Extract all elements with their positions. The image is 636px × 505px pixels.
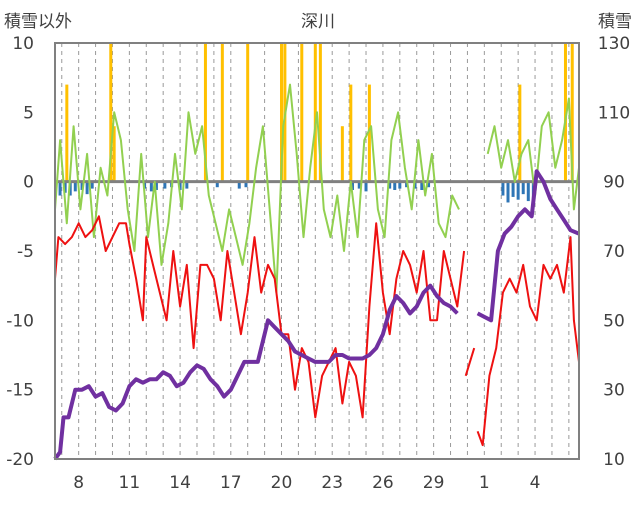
precip-bar xyxy=(112,126,116,182)
sunshine-bar xyxy=(420,181,424,190)
sunshine-bar xyxy=(398,181,402,189)
x-tick-label: 11 xyxy=(119,473,141,493)
precip-bar xyxy=(220,43,224,182)
x-tick-label: 26 xyxy=(372,473,394,493)
sunshine-bar xyxy=(364,181,368,192)
sunshine-bar xyxy=(215,181,219,188)
series-temperature xyxy=(476,236,580,447)
sunshine-bar xyxy=(526,181,530,202)
x-tick-label: 23 xyxy=(321,473,343,493)
sunshine-bar xyxy=(244,181,248,188)
series-snow_depth xyxy=(53,283,459,461)
sunshine-bar xyxy=(521,181,525,195)
precip-bar xyxy=(349,84,353,182)
precip-bar xyxy=(563,43,567,182)
sunshine-bar xyxy=(237,181,241,189)
precip-bar xyxy=(109,43,113,182)
sunshine-bar xyxy=(427,181,431,188)
right-tick-label: 130 xyxy=(598,34,630,54)
right-tick-label: 70 xyxy=(603,242,625,262)
x-tick-label: 29 xyxy=(423,473,445,493)
x-tick-label: 1 xyxy=(479,473,490,493)
precip-bar xyxy=(246,43,250,182)
precip-bar xyxy=(203,43,207,182)
right-axis-title: 積雪 xyxy=(598,12,632,32)
left-tick-label: -10 xyxy=(6,311,34,331)
precip-bar xyxy=(570,43,574,182)
sunshine-bar xyxy=(357,181,361,189)
series-temperature xyxy=(464,347,476,377)
left-tick-label: -20 xyxy=(6,450,34,470)
left-tick-label: 10 xyxy=(12,34,34,54)
sunshine-bar xyxy=(405,181,409,188)
precip-bar xyxy=(367,84,371,182)
precip-bar xyxy=(518,84,522,182)
sunshine-bar xyxy=(73,181,77,192)
x-tick-label: 14 xyxy=(169,473,191,493)
right-tick-label: 110 xyxy=(598,103,630,123)
gridlines xyxy=(61,43,570,459)
x-tick-label: 20 xyxy=(271,473,293,493)
left-tick-label: -5 xyxy=(17,242,34,262)
sunshine-bar xyxy=(511,181,515,197)
precip-bar xyxy=(65,84,69,182)
precip-bar xyxy=(318,43,322,182)
sunshine-bar xyxy=(63,181,67,193)
right-tick-label: 50 xyxy=(603,311,625,331)
sunshine-bar xyxy=(85,181,89,195)
left-tick-label: 0 xyxy=(23,173,34,193)
sunshine-bar xyxy=(163,181,167,189)
sunshine-bar xyxy=(350,181,354,190)
sunshine-bar xyxy=(501,181,505,196)
sunshine-bar xyxy=(149,181,153,192)
x-tick-label: 17 xyxy=(220,473,242,493)
precip-bar xyxy=(300,43,304,182)
sunshine-bar xyxy=(154,181,158,190)
right-tick-label: 90 xyxy=(603,173,625,193)
sunshine-bar xyxy=(506,181,510,203)
left-tick-label: 5 xyxy=(23,103,34,123)
sunshine-bar xyxy=(393,181,397,190)
precip-bar xyxy=(280,43,284,182)
precip-bar xyxy=(340,126,344,182)
sunshine-bar xyxy=(388,181,392,189)
series-temperature xyxy=(54,215,466,419)
right-tick-label: 30 xyxy=(603,381,625,401)
series-layer xyxy=(53,83,580,461)
plot-frame xyxy=(54,42,580,460)
x-tick-label: 4 xyxy=(530,473,541,493)
sunshine-bar xyxy=(516,181,520,200)
left-axis-title: 積雪以外 xyxy=(4,12,72,32)
series-humidity_proxy xyxy=(54,83,460,294)
sunshine-bar xyxy=(80,181,84,190)
x-tick-label: 8 xyxy=(73,473,84,493)
left-tick-label: -15 xyxy=(6,381,34,401)
sunshine-bar xyxy=(90,181,94,189)
sunshine-bar xyxy=(185,181,189,189)
chart-title: 深川 xyxy=(301,12,335,32)
right-tick-label: 10 xyxy=(603,450,625,470)
precip-bar xyxy=(313,43,317,182)
sunshine-bar xyxy=(58,181,62,196)
sunshine-bar xyxy=(178,181,182,190)
series-snow_depth xyxy=(476,169,580,323)
